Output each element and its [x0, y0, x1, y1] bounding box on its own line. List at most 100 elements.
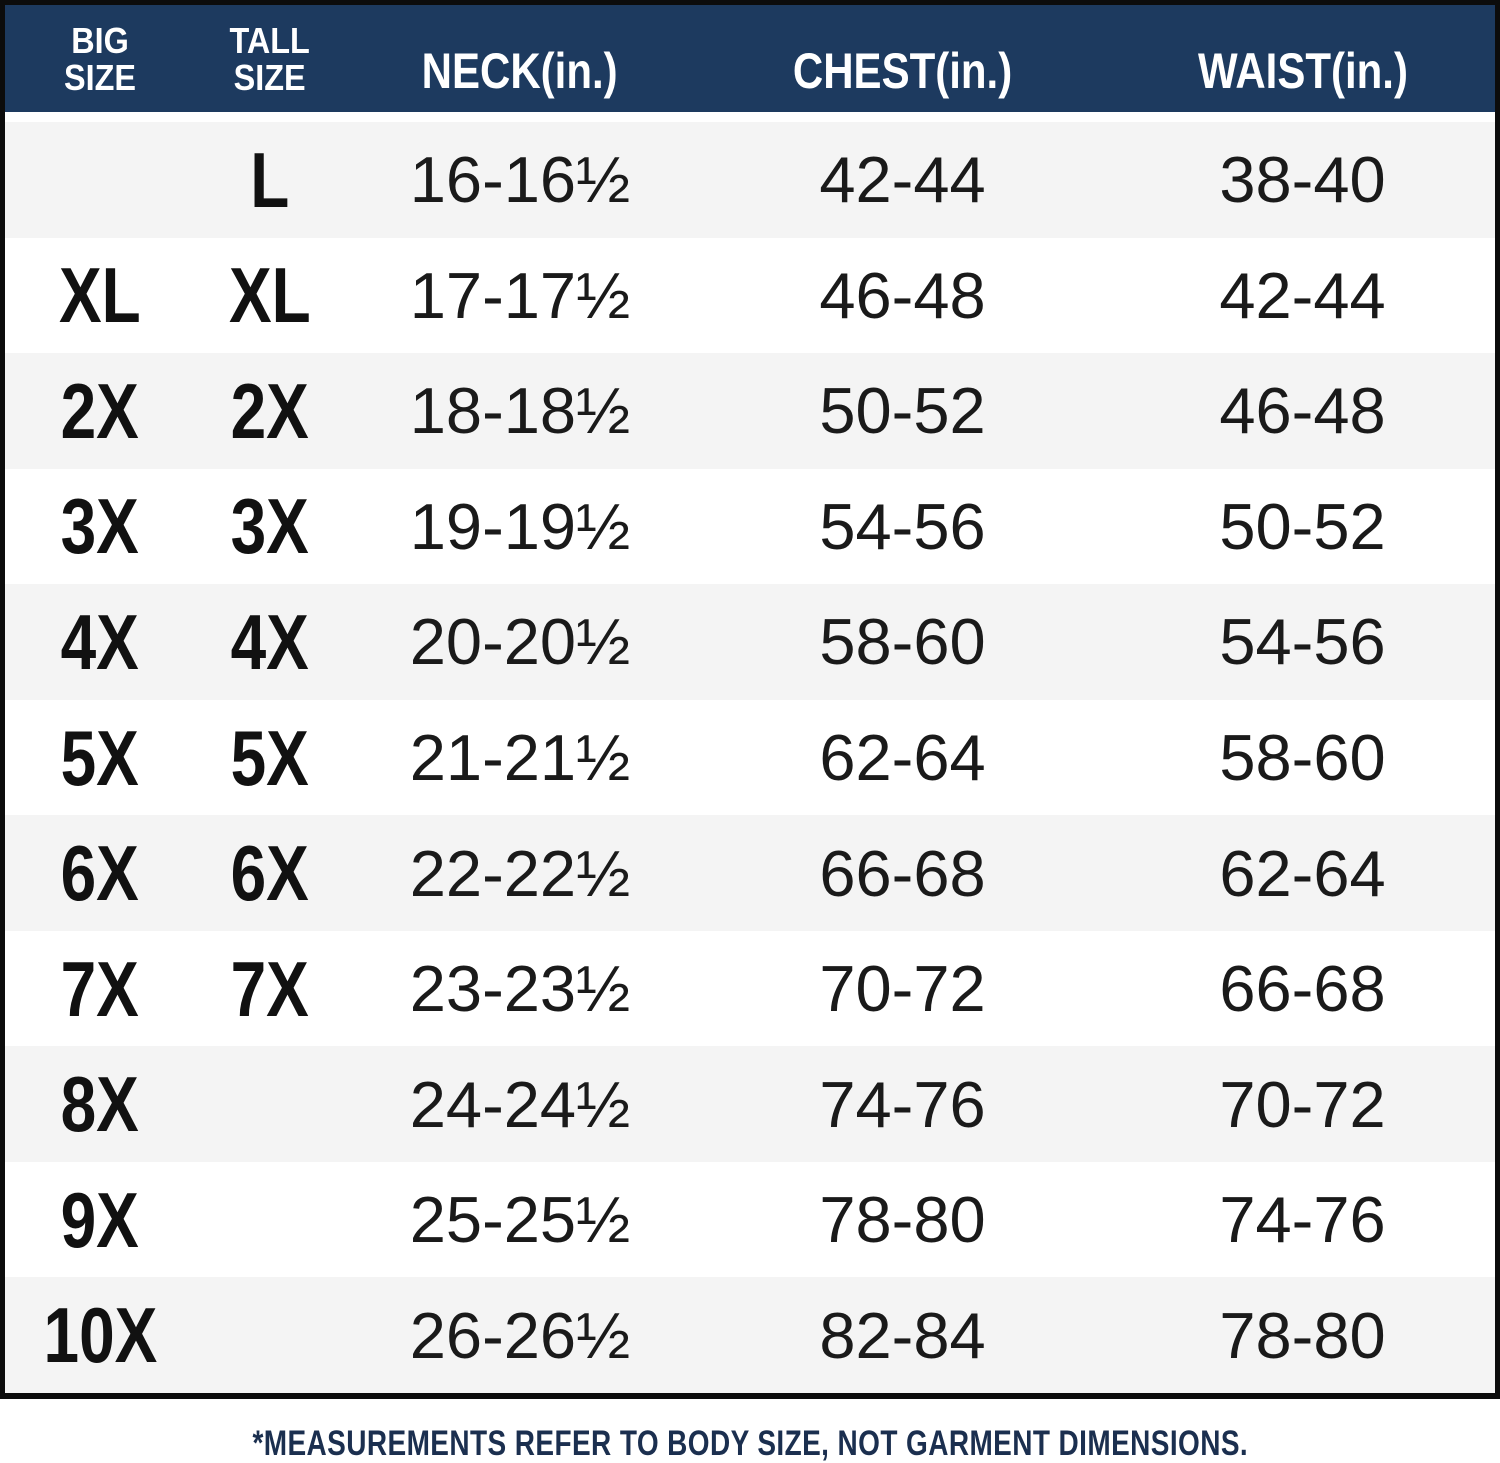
chest-value: 82-84: [819, 1298, 986, 1372]
chest-cell: 50-52: [695, 353, 1110, 469]
chest-cell: 62-64: [695, 700, 1110, 816]
table-row: 6X 6X 22-22½ 66-68 62-64: [5, 815, 1495, 931]
big-size-cell: 7X: [5, 931, 195, 1047]
neck-value: 22-22½: [409, 836, 631, 910]
waist-value: 74-76: [1219, 1183, 1386, 1257]
big-size-value: 3X: [60, 482, 140, 571]
waist-cell: 38-40: [1110, 122, 1495, 238]
chest-cell: 66-68: [695, 815, 1110, 931]
neck-cell: 21-21½: [345, 700, 695, 816]
big-size-value: 4X: [60, 597, 140, 686]
neck-cell: 25-25½: [345, 1162, 695, 1278]
chest-cell: 58-60: [695, 584, 1110, 700]
column-header-label: WAIST(in.): [1197, 43, 1408, 99]
column-header-label: BIG SIZE: [63, 19, 136, 98]
chest-cell: 70-72: [695, 931, 1110, 1047]
tall-size-cell: 3X: [195, 469, 345, 585]
footnote-bar: *MEASUREMENTS REFER TO BODY SIZE, NOT GA…: [0, 1399, 1500, 1463]
tall-size-value: 4X: [230, 597, 310, 686]
table-row: 9X 25-25½ 78-80 74-76: [5, 1161, 1495, 1278]
tall-size-cell: [195, 1162, 345, 1278]
chest-value: 46-48: [819, 258, 986, 332]
neck-value: 23-23½: [409, 952, 631, 1026]
waist-cell: 58-60: [1110, 700, 1495, 816]
tall-size-cell: [195, 1046, 345, 1162]
tall-size-value: 7X: [230, 944, 310, 1033]
tall-size-cell: 7X: [195, 931, 345, 1047]
big-size-value: 5X: [60, 713, 140, 802]
tall-size-cell: L: [195, 122, 345, 238]
column-header-label: CHEST(in.): [792, 43, 1013, 99]
tall-size-value: XL: [229, 251, 311, 340]
tall-size-cell: 5X: [195, 700, 345, 816]
table-row: XL XL 17-17½ 46-48 42-44: [5, 237, 1495, 354]
big-size-cell: 3X: [5, 469, 195, 585]
big-size-cell: 9X: [5, 1162, 195, 1278]
big-size-value: 10X: [43, 1291, 157, 1380]
neck-value: 26-26½: [409, 1298, 631, 1372]
table-header: BIG SIZE TALL SIZE NECK(in.) CHEST(in.) …: [5, 5, 1495, 122]
chest-value: 54-56: [819, 489, 986, 563]
neck-cell: 24-24½: [345, 1046, 695, 1162]
chest-value: 50-52: [819, 374, 986, 448]
waist-value: 38-40: [1219, 143, 1386, 217]
big-size-cell: [5, 122, 195, 238]
big-size-cell: XL: [5, 238, 195, 354]
table-row: 7X 7X 23-23½ 70-72 66-68: [5, 930, 1495, 1047]
column-header-big-size: BIG SIZE: [5, 5, 195, 112]
chest-value: 70-72: [819, 952, 986, 1026]
neck-value: 20-20½: [409, 605, 631, 679]
neck-value: 19-19½: [409, 489, 631, 563]
tall-size-value: 5X: [230, 713, 310, 802]
column-header-neck: NECK(in.): [345, 5, 695, 112]
neck-value: 21-21½: [409, 721, 631, 794]
neck-cell: 18-18½: [345, 353, 695, 469]
column-header-chest: CHEST(in.): [695, 5, 1110, 112]
big-size-cell: 5X: [5, 700, 195, 816]
waist-cell: 78-80: [1110, 1277, 1495, 1393]
big-size-value: 8X: [60, 1060, 140, 1149]
table-row: 5X 5X 21-21½ 62-64 58-60: [5, 699, 1495, 816]
waist-value: 42-44: [1219, 258, 1386, 332]
waist-value: 66-68: [1219, 952, 1386, 1026]
waist-value: 78-80: [1219, 1298, 1386, 1372]
column-header-label: NECK(in.): [422, 43, 618, 99]
column-header-waist: WAIST(in.): [1110, 5, 1495, 112]
waist-value: 50-52: [1219, 489, 1386, 563]
chest-cell: 54-56: [695, 469, 1110, 585]
tall-size-cell: 2X: [195, 353, 345, 469]
big-size-cell: 8X: [5, 1046, 195, 1162]
big-size-cell: 6X: [5, 815, 195, 931]
big-size-value: 7X: [60, 944, 140, 1033]
tall-size-value: 3X: [230, 482, 310, 571]
neck-cell: 23-23½: [345, 931, 695, 1047]
waist-cell: 66-68: [1110, 931, 1495, 1047]
big-size-cell: 4X: [5, 584, 195, 700]
big-size-value: 2X: [60, 366, 140, 455]
neck-value: 16-16½: [409, 143, 631, 217]
waist-cell: 62-64: [1110, 815, 1495, 931]
chest-value: 42-44: [819, 143, 986, 217]
tall-size-value: 6X: [230, 829, 310, 918]
waist-value: 70-72: [1219, 1067, 1386, 1141]
neck-value: 25-25½: [409, 1183, 631, 1257]
big-size-cell: 2X: [5, 353, 195, 469]
waist-value: 58-60: [1219, 721, 1386, 794]
chest-value: 74-76: [819, 1067, 986, 1141]
neck-cell: 17-17½: [345, 238, 695, 354]
table-row: 3X 3X 19-19½ 54-56 50-52: [5, 468, 1495, 585]
chest-cell: 78-80: [695, 1162, 1110, 1278]
chest-value: 66-68: [819, 836, 986, 910]
tall-size-cell: [195, 1277, 345, 1393]
table-row: 10X 26-26½ 82-84 78-80: [5, 1277, 1495, 1394]
waist-cell: 54-56: [1110, 584, 1495, 700]
neck-value: 24-24½: [409, 1067, 631, 1141]
tall-size-value: 2X: [230, 366, 310, 455]
neck-cell: 26-26½: [345, 1277, 695, 1393]
waist-cell: 46-48: [1110, 353, 1495, 469]
neck-cell: 22-22½: [345, 815, 695, 931]
waist-value: 46-48: [1219, 374, 1386, 448]
neck-cell: 16-16½: [345, 122, 695, 238]
neck-cell: 20-20½: [345, 584, 695, 700]
chest-cell: 46-48: [695, 238, 1110, 354]
